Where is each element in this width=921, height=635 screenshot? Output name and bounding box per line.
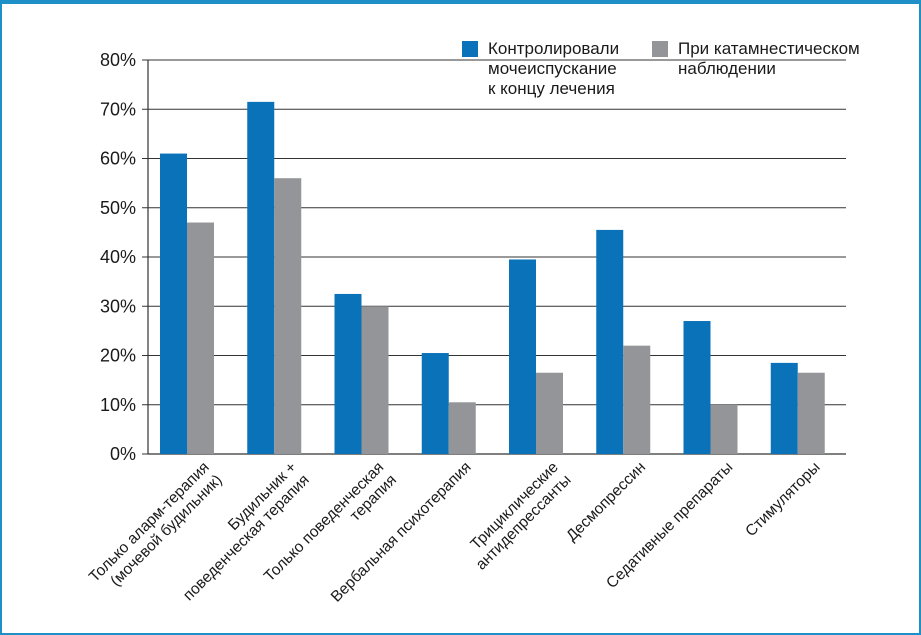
y-tick-label: 40% <box>100 247 136 267</box>
y-tick-label: 20% <box>100 346 136 366</box>
legend-label-line: При катамнестическом <box>678 39 860 58</box>
y-tick-label: 50% <box>100 198 136 218</box>
bar-follow-up <box>797 372 825 454</box>
y-tick-label: 80% <box>100 50 136 70</box>
bar-end-of-treatment <box>160 153 187 454</box>
bar-end-of-treatment <box>770 362 798 454</box>
y-tick-label: 60% <box>100 149 136 169</box>
bar-end-of-treatment <box>509 259 536 454</box>
legend-label: При катамнестическом наблюдении <box>678 39 860 78</box>
bar-follow-up <box>187 222 214 454</box>
legend-label-line: мочеиспускание <box>488 59 617 78</box>
bar-end-of-treatment <box>596 229 624 454</box>
bar-follow-up <box>361 306 389 454</box>
y-tick-label: 0% <box>110 444 136 464</box>
x-category-label-line: Десмопрессин <box>563 459 649 545</box>
legend-swatch <box>652 41 668 57</box>
x-category-label: Десмопрессин <box>563 459 649 545</box>
legend-swatch <box>462 41 478 57</box>
x-category-label: Вербальная психотерапия <box>328 459 475 606</box>
x-category-label-line: Стимуляторы <box>742 459 823 540</box>
legend-label: Контролировали мочеиспускание к концу лече… <box>488 39 619 98</box>
bar-follow-up <box>448 402 476 454</box>
x-category-label-line: Только аларм-терапия <box>86 459 213 586</box>
bar-end-of-treatment <box>247 101 275 455</box>
bar-follow-up <box>710 404 738 454</box>
bar-end-of-treatment <box>334 293 362 454</box>
legend-label-line: наблюдении <box>678 59 776 78</box>
bar-end-of-treatment <box>421 353 449 454</box>
bar-follow-up <box>623 345 651 454</box>
top-accent-line <box>0 0 921 4</box>
bar-follow-up <box>536 372 563 454</box>
legend-label-line: Контролировали <box>488 39 619 58</box>
y-tick-label: 30% <box>100 296 136 316</box>
x-category-label-line: Вербальная психотерапия <box>328 459 475 606</box>
x-category-label: Трициклическиеантидепрессанты <box>460 459 575 574</box>
y-tick-label: 70% <box>100 99 136 119</box>
x-category-label: Стимуляторы <box>742 459 823 540</box>
legend-label-line: к концу лечения <box>488 79 615 98</box>
y-tick-label: 10% <box>100 395 136 415</box>
bar-end-of-treatment <box>683 321 711 454</box>
bar-follow-up <box>274 178 302 454</box>
